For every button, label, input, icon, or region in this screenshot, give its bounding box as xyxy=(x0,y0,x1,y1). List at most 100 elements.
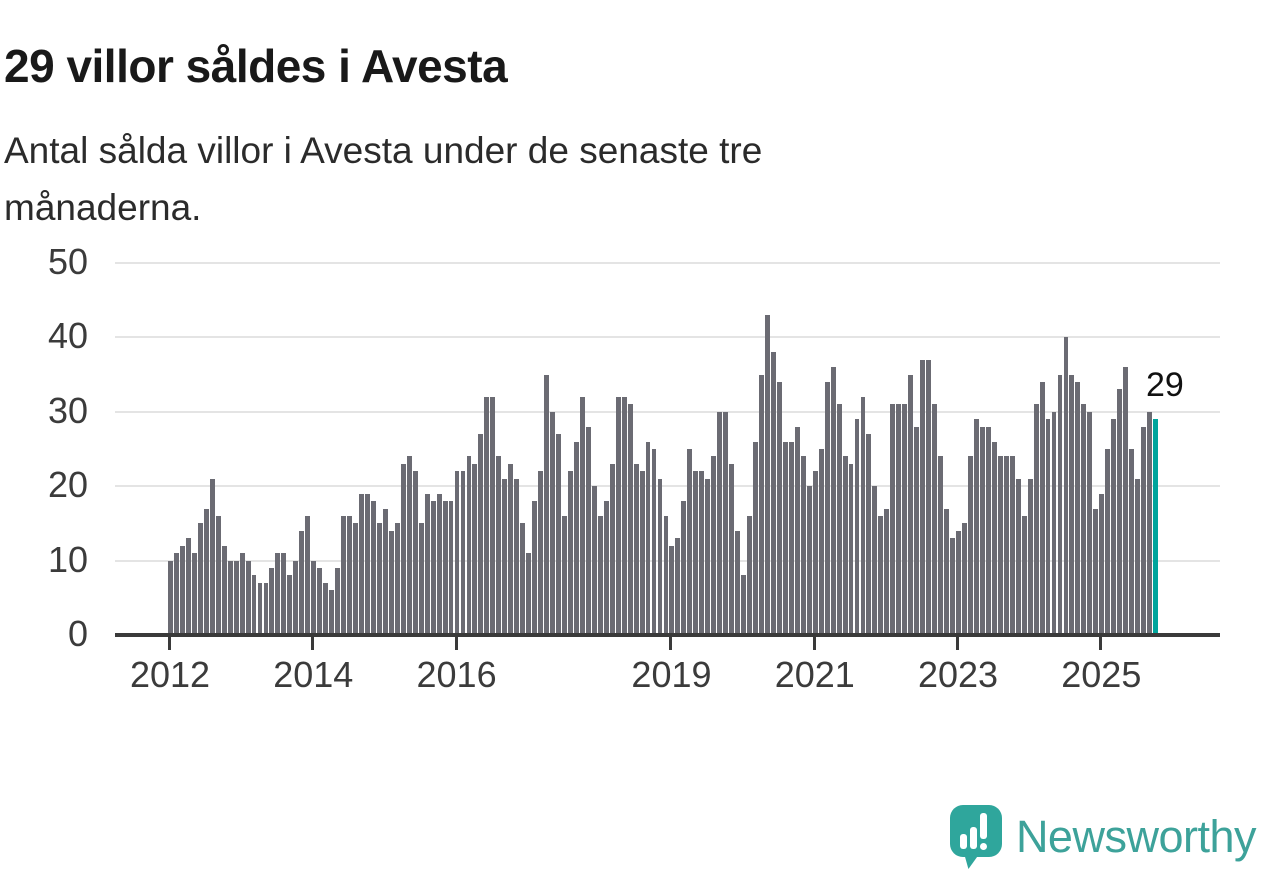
bar xyxy=(693,471,699,635)
x-axis-label-2016: 2016 xyxy=(416,654,497,695)
x-axis-tick-2012 xyxy=(168,637,171,650)
page-title: 29 villor såldes i Avesta xyxy=(4,39,508,92)
bar xyxy=(747,515,752,635)
bar xyxy=(1147,411,1152,635)
bar xyxy=(800,456,806,635)
bar xyxy=(950,538,955,635)
bar xyxy=(215,515,221,635)
bar xyxy=(860,396,866,635)
bar xyxy=(824,382,830,635)
y-axis-label-30: 30 xyxy=(47,389,88,431)
bar xyxy=(239,553,245,635)
bar xyxy=(615,396,621,635)
bar xyxy=(1123,367,1129,635)
bar xyxy=(872,486,878,635)
bar xyxy=(323,582,329,635)
bar xyxy=(466,456,472,635)
bar xyxy=(269,568,275,635)
bar xyxy=(454,471,460,635)
bar xyxy=(579,396,585,635)
bar xyxy=(251,575,257,635)
bar xyxy=(311,560,317,635)
bar xyxy=(418,523,424,635)
x-axis-label-2023: 2023 xyxy=(917,654,999,695)
highlighted-bar xyxy=(1153,419,1158,635)
bar xyxy=(812,471,818,635)
bar xyxy=(973,419,979,635)
bar xyxy=(293,560,299,635)
logo-exclamation-dot xyxy=(979,843,987,850)
bar xyxy=(663,515,669,635)
bar xyxy=(550,411,555,635)
gridline-50 xyxy=(115,262,1220,264)
bar xyxy=(669,545,675,635)
bar xyxy=(997,456,1003,635)
newsworthy-logo: Newsworthy xyxy=(949,805,1257,869)
bar xyxy=(842,456,848,635)
bar xyxy=(1015,478,1021,635)
bar xyxy=(597,515,603,635)
bar xyxy=(567,471,573,635)
bar xyxy=(884,508,890,635)
bar xyxy=(1099,493,1105,635)
y-axis-label-0: 0 xyxy=(67,613,88,654)
bar xyxy=(317,568,323,635)
bar xyxy=(1033,404,1039,635)
bar xyxy=(657,478,663,635)
bar xyxy=(920,359,926,635)
bar xyxy=(508,463,514,635)
bar xyxy=(490,396,496,635)
x-axis-tick-2014 xyxy=(311,637,315,650)
bar xyxy=(1081,404,1087,635)
bar xyxy=(341,515,347,635)
bar xyxy=(723,411,729,635)
logo-bar-short xyxy=(959,834,967,849)
bar xyxy=(514,478,520,635)
bar xyxy=(741,575,746,635)
bar xyxy=(956,530,961,635)
bar xyxy=(776,382,782,635)
newsworthy-wordmark: Newsworthy xyxy=(1015,811,1257,862)
last-bar-value-label: 29 xyxy=(1146,366,1184,404)
bar xyxy=(962,523,967,635)
bar xyxy=(400,463,406,635)
bar xyxy=(806,486,812,635)
bar xyxy=(830,367,836,635)
bar xyxy=(890,404,896,635)
x-axis-label-2014: 2014 xyxy=(273,654,354,695)
bar xyxy=(1003,456,1009,635)
bar xyxy=(729,463,735,635)
bar xyxy=(502,478,508,635)
bar xyxy=(353,523,358,635)
bar xyxy=(179,545,185,635)
bar xyxy=(185,538,191,635)
bar xyxy=(603,501,609,635)
bar xyxy=(299,530,305,635)
bar xyxy=(496,456,502,635)
bar xyxy=(227,560,233,635)
bar xyxy=(645,441,651,635)
bar xyxy=(633,463,639,635)
bar xyxy=(627,404,633,635)
bar xyxy=(1057,374,1063,635)
x-axis-label-2012: 2012 xyxy=(129,654,211,695)
bar xyxy=(639,471,645,635)
bar xyxy=(382,508,388,635)
bar xyxy=(985,426,991,635)
bar xyxy=(365,493,370,635)
bar xyxy=(782,441,788,635)
bar xyxy=(168,560,173,635)
bar xyxy=(902,404,908,635)
bar xyxy=(424,493,430,635)
bar xyxy=(854,419,860,635)
x-axis-label-2025: 2025 xyxy=(1061,654,1142,695)
logo-bar-tall xyxy=(969,827,977,849)
bar xyxy=(967,456,973,635)
bar xyxy=(1069,374,1075,635)
bar xyxy=(448,501,454,635)
bar xyxy=(585,426,591,635)
bar xyxy=(979,426,985,635)
x-axis-line xyxy=(115,633,1220,637)
bar xyxy=(562,515,567,635)
bar xyxy=(412,471,418,635)
